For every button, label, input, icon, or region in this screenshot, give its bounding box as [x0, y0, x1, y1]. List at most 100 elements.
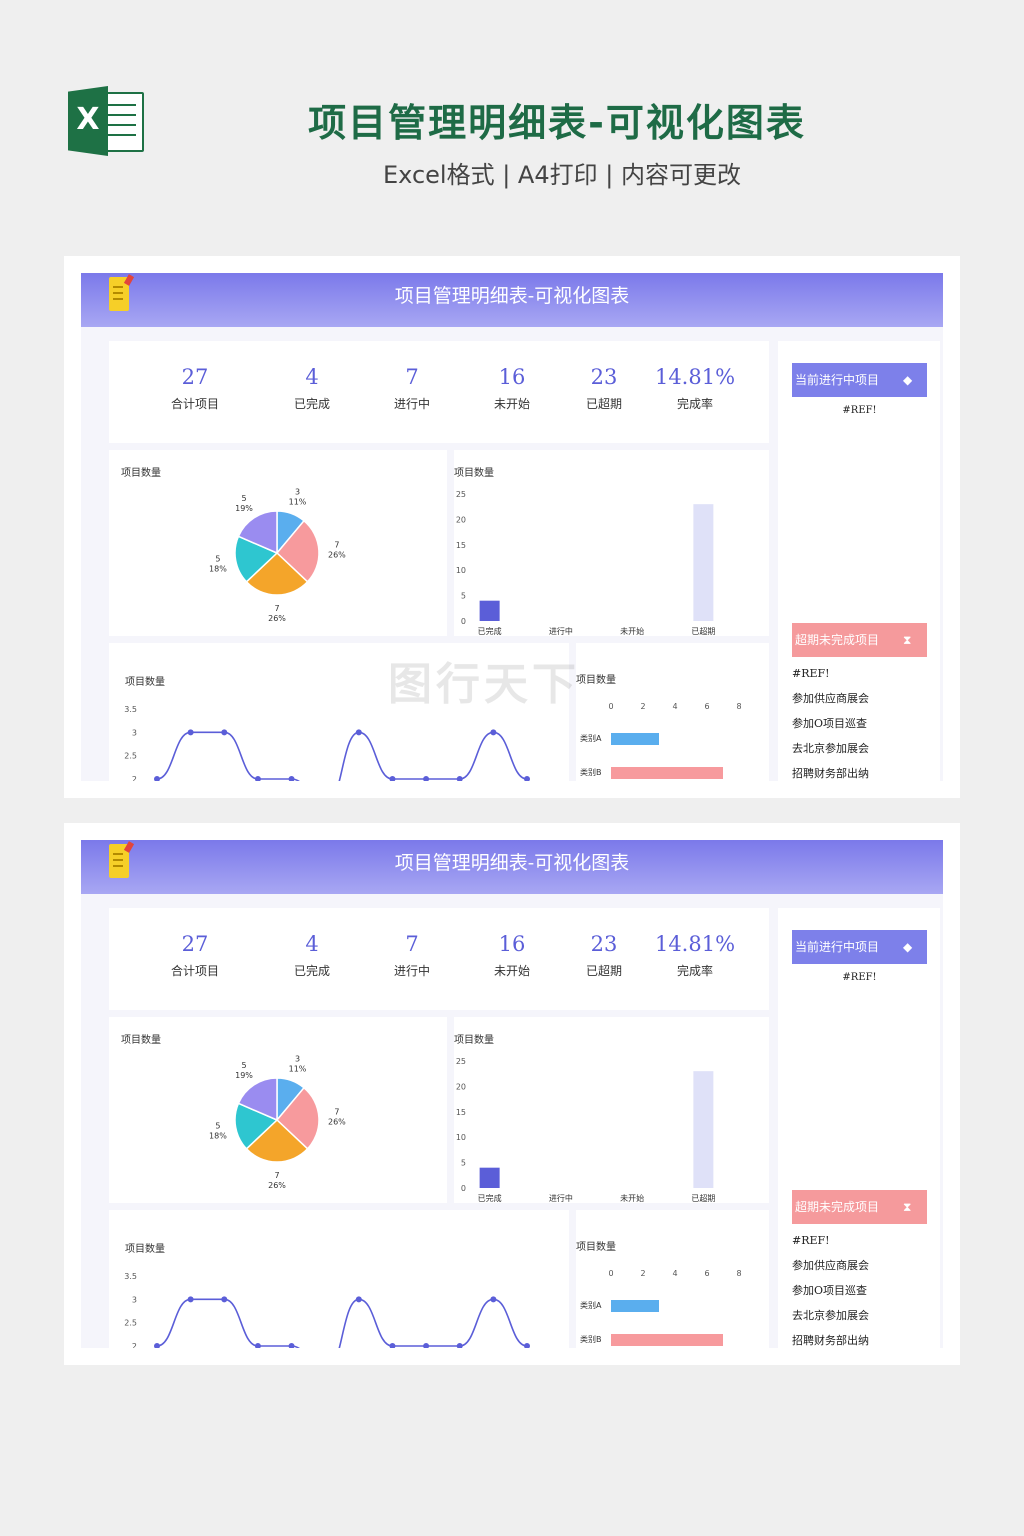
- data-point: [288, 1343, 295, 1348]
- current-projects-value: #REF!: [842, 972, 877, 983]
- pie-percent-label: 26%: [328, 1118, 346, 1127]
- pie-chart-panel: 项目数量 311%726%726%518%519%类别A类别B类别C类别D类别E: [109, 1017, 447, 1213]
- side-panel: 当前进行中项目 ◆ #REF! 超期未完成项目 ⧗ #REF! 参加供应商展会 …: [778, 341, 940, 781]
- y-tick-label: 3: [132, 1295, 137, 1304]
- list-item: 招聘财务部出纳: [792, 767, 869, 780]
- pie-slice: [245, 1118, 309, 1163]
- kpi-value: 16: [498, 365, 526, 389]
- kpi-label: 完成率: [676, 964, 713, 978]
- data-point: [288, 776, 295, 781]
- chart-title: 项目数量: [125, 677, 165, 688]
- bar: [611, 1300, 659, 1312]
- x-tick-label: 4: [672, 702, 677, 711]
- dashboard-title: 项目管理明细表-可视化图表: [394, 852, 630, 874]
- chart-title: 项目数量: [125, 1244, 165, 1255]
- pie-chart-panel: 项目数量 311%726%726%518%519%类别A类别B类别C类别D类别E: [109, 450, 447, 646]
- hourglass-icon: ⧗: [903, 1200, 912, 1214]
- x-tick-label: 已超期: [691, 626, 715, 636]
- line-chart: 2 2.5 3 3.5: [124, 1272, 530, 1348]
- kpi-label: 已完成: [293, 964, 330, 978]
- y-tick-label: 类别B: [580, 1334, 602, 1344]
- current-projects-header: 当前进行中项目 ◆: [792, 363, 927, 397]
- pie-slice: [234, 535, 279, 583]
- series-line: [156, 731, 528, 781]
- y-tick-label: 15: [456, 1108, 466, 1117]
- data-point: [221, 729, 228, 736]
- kpi-value: 14.81%: [654, 365, 736, 389]
- kpi-total: 27 合计项目: [140, 932, 250, 979]
- x-tick-label: 4: [672, 1269, 677, 1278]
- list-item: 去北京参加展会: [792, 742, 869, 755]
- data-point: [524, 1343, 530, 1348]
- bar: [479, 600, 500, 621]
- status-bar-chart: 0 5 10 15 20 25 已完成 进行中 未开始 已超期: [456, 490, 716, 636]
- category-hbar-chart: 0 2 4 6 8 类别A 类别B: [580, 1269, 742, 1346]
- data-point: [456, 1343, 463, 1348]
- x-tick-label: 8: [736, 702, 741, 711]
- bar: [611, 1334, 723, 1346]
- current-projects-value: #REF!: [842, 405, 877, 416]
- list-item: 去北京参加展会: [792, 1309, 869, 1322]
- data-point: [254, 776, 261, 781]
- y-tick-label: 10: [456, 566, 466, 575]
- excel-tile: [68, 86, 108, 156]
- y-tick-label: 20: [456, 1082, 466, 1091]
- pie-percent-label: 26%: [328, 551, 346, 560]
- pie-value-label: 3: [295, 488, 300, 497]
- dashboard-banner: 项目管理明细表-可视化图表: [81, 273, 943, 327]
- kpi-value: 14.81%: [654, 932, 736, 956]
- bar: [611, 733, 659, 745]
- line-chart-panel: 项目数量 2 2.5 3 3.5: [109, 643, 569, 781]
- y-tick-label: 3.5: [124, 1272, 137, 1281]
- kpi-value: 23: [590, 365, 618, 389]
- excel-logo-letter: X: [76, 102, 100, 137]
- preview-card-2: 项目管理明细表-可视化图表 27 合计项目 4 已完成 7 进行中 16 未开始…: [64, 823, 960, 1365]
- side-panel: 当前进行中项目 ◆ #REF! 超期未完成项目 ⧗ #REF! 参加供应商展会 …: [778, 908, 940, 1348]
- notepad-icon: [109, 274, 135, 311]
- pie-value-label: 7: [334, 541, 339, 550]
- pie-percent-label: 26%: [268, 614, 286, 623]
- list-item: #REF!: [792, 1234, 830, 1247]
- kpi-value: 16: [498, 932, 526, 956]
- overdue-projects-list: #REF! 参加供应商展会 参加O项目巡查 去北京参加展会 招聘财务部出纳: [792, 661, 932, 781]
- x-tick-label: 已完成: [478, 1193, 502, 1203]
- chart-title: 项目数量: [121, 1035, 161, 1046]
- kpi-completion-rate: 14.81% 完成率: [640, 932, 750, 979]
- status-bar-chart: 0 5 10 15 20 25 已完成 进行中 未开始 已超期: [456, 1057, 716, 1203]
- pie-value-label: 5: [241, 1061, 246, 1070]
- y-tick-label: 25: [456, 490, 466, 499]
- kpi-overdue: 23 已超期: [549, 365, 659, 412]
- chart-title: 项目数量: [121, 468, 161, 479]
- overdue-projects-label: 超期未完成项目: [795, 1200, 880, 1214]
- dashboard-title: 项目管理明细表-可视化图表: [394, 285, 630, 307]
- x-tick-label: 6: [704, 1269, 709, 1278]
- data-point: [154, 776, 160, 781]
- chart-title: 项目数量: [576, 1242, 616, 1253]
- kpi-completed: 4 已完成: [257, 932, 367, 979]
- kpi-label: 合计项目: [170, 397, 219, 411]
- excel-logo-icon: X: [68, 86, 144, 156]
- kpi-completed: 4 已完成: [257, 365, 367, 412]
- pie-value-label: 7: [274, 1171, 279, 1180]
- y-tick-label: 20: [456, 515, 466, 524]
- y-tick-label: 类别A: [580, 1300, 602, 1310]
- list-item: 参加供应商展会: [792, 1259, 869, 1272]
- y-tick-label: 2: [132, 1342, 137, 1348]
- current-projects-label: 当前进行中项目: [795, 373, 880, 387]
- hbar-chart-panel: 项目数量 0 2 4 6 8 类别A 类别B: [576, 1210, 769, 1348]
- kpi-in-progress: 7 进行中: [357, 365, 467, 412]
- pie-percent-label: 18%: [209, 564, 227, 573]
- y-tick-label: 15: [456, 541, 466, 550]
- page-title: 项目管理明细表-可视化图表: [308, 101, 806, 145]
- bar: [693, 1071, 714, 1188]
- page-subtitle: Excel格式 | A4打印 | 内容可更改: [383, 161, 741, 189]
- kpi-label: 未开始: [493, 964, 530, 978]
- y-tick-label: 25: [456, 1057, 466, 1066]
- kpi-not-started: 16 未开始: [457, 365, 567, 412]
- pie-value-label: 5: [215, 1121, 220, 1130]
- x-tick-label: 进行中: [549, 1193, 573, 1203]
- bar: [611, 767, 723, 779]
- data-point: [187, 1296, 194, 1303]
- kpi-label: 进行中: [393, 964, 430, 978]
- pie-percent-label: 19%: [235, 504, 253, 513]
